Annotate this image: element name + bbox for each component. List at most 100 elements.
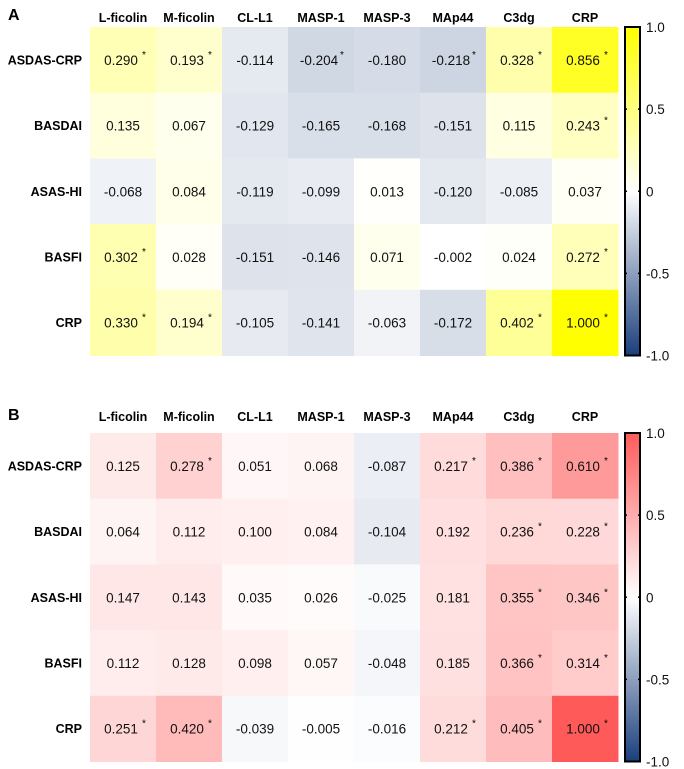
significance-asterisk: * bbox=[208, 50, 212, 61]
heatmap-cell bbox=[552, 564, 619, 631]
heatmap-cell bbox=[288, 630, 355, 697]
heatmap-cell bbox=[354, 92, 421, 159]
significance-asterisk: * bbox=[208, 456, 212, 467]
cell-value: 0.125 bbox=[106, 459, 140, 474]
heatmap-cell bbox=[486, 224, 553, 291]
cell-value: 0.856 bbox=[566, 53, 600, 68]
significance-asterisk: * bbox=[604, 653, 608, 664]
row-label: CRP bbox=[56, 722, 82, 736]
cell-value: 0.278 bbox=[170, 459, 204, 474]
cell-value: 0.355 bbox=[500, 590, 534, 605]
cell-value: -0.048 bbox=[368, 656, 406, 671]
cell-value: 0.302 bbox=[104, 250, 138, 265]
heatmap-cell bbox=[354, 224, 421, 291]
heatmap-cell bbox=[222, 498, 289, 565]
colorbar-tick-label: 0.5 bbox=[646, 508, 665, 523]
heatmap-cell bbox=[486, 498, 553, 565]
heatmap-panel-b: B L-ficolin M-ficolin CL-L1 MASP-1 MASP-3 MAp4… bbox=[8, 407, 670, 769]
cell-value: 0.290 bbox=[104, 53, 138, 68]
heatmap-cell bbox=[354, 695, 421, 762]
cell-value: 0.420 bbox=[170, 722, 204, 737]
row-label: BASDAI bbox=[34, 525, 82, 539]
cell-value: -0.104 bbox=[368, 525, 407, 540]
significance-asterisk: * bbox=[604, 116, 608, 127]
colorbar-tick-label: -1.0 bbox=[646, 755, 669, 769]
significance-asterisk: * bbox=[604, 456, 608, 467]
cell-value: 0.057 bbox=[304, 656, 338, 671]
cell-value: 0.135 bbox=[106, 119, 140, 134]
significance-asterisk: * bbox=[472, 456, 476, 467]
column-label: M-ficolin bbox=[163, 11, 214, 25]
heatmap-cell bbox=[420, 630, 487, 697]
heatmap-cell bbox=[486, 695, 553, 762]
heatmap-cell bbox=[552, 224, 619, 291]
row-label: BASFI bbox=[45, 250, 83, 264]
cell-value: -0.165 bbox=[302, 119, 340, 134]
heatmap-cell bbox=[354, 158, 421, 225]
column-label: C3dg bbox=[503, 11, 534, 25]
cell-value: -0.005 bbox=[302, 722, 340, 737]
column-label: MASP-3 bbox=[363, 410, 410, 424]
cell-value: 0.051 bbox=[238, 459, 272, 474]
heatmap-cell bbox=[552, 695, 619, 762]
cell-value: 0.064 bbox=[106, 525, 140, 540]
heatmap-cell bbox=[288, 92, 355, 159]
cell-value: 0.185 bbox=[436, 656, 470, 671]
cell-value: 0.193 bbox=[170, 53, 204, 68]
column-label: MAp44 bbox=[433, 11, 474, 25]
heatmap-panel-a: A L-ficolin M-ficolin CL-L1 MASP-1 MASP-3 MAp4… bbox=[8, 7, 670, 364]
row-label: ASAS-HI bbox=[31, 185, 82, 199]
heatmap-cell bbox=[90, 498, 157, 565]
heatmap-cell bbox=[552, 158, 619, 225]
column-label: C3dg bbox=[503, 410, 534, 424]
cell-value: 0.112 bbox=[173, 525, 206, 540]
cell-value: -0.068 bbox=[104, 184, 142, 199]
significance-asterisk: * bbox=[208, 313, 212, 324]
cell-value: 0.243 bbox=[566, 119, 600, 134]
cell-value: 0.181 bbox=[436, 590, 470, 605]
cell-value: -0.025 bbox=[368, 590, 406, 605]
heatmap-cell bbox=[420, 27, 487, 94]
heatmap-cell bbox=[420, 158, 487, 225]
cell-value: -0.172 bbox=[434, 316, 472, 331]
row-label: ASAS-HI bbox=[31, 591, 82, 605]
cell-value: 0.098 bbox=[238, 656, 272, 671]
cell-value: -0.146 bbox=[302, 250, 340, 265]
heatmap-cell bbox=[222, 630, 289, 697]
cell-value: 1.000 bbox=[566, 722, 600, 737]
cell-value: 0.084 bbox=[304, 525, 338, 540]
column-label: MASP-3 bbox=[363, 11, 410, 25]
heatmap-cell bbox=[420, 433, 487, 500]
significance-asterisk: * bbox=[472, 50, 476, 61]
heatmap-cell bbox=[420, 498, 487, 565]
significance-asterisk: * bbox=[142, 247, 146, 258]
cell-value: 0.115 bbox=[503, 119, 536, 134]
cell-value: 0.405 bbox=[500, 722, 534, 737]
significance-asterisk: * bbox=[604, 50, 608, 61]
cell-value: 0.024 bbox=[502, 250, 536, 265]
heatmap-cell bbox=[222, 158, 289, 225]
heatmap-cell bbox=[288, 564, 355, 631]
heatmap-cell bbox=[156, 158, 223, 225]
significance-asterisk: * bbox=[538, 456, 542, 467]
significance-asterisk: * bbox=[604, 587, 608, 598]
heatmap-cell bbox=[156, 498, 223, 565]
colorbar bbox=[624, 26, 641, 357]
cell-value: -0.002 bbox=[434, 250, 472, 265]
significance-asterisk: * bbox=[142, 719, 146, 730]
significance-asterisk: * bbox=[538, 719, 542, 730]
column-label: CRP bbox=[572, 410, 598, 424]
column-label: CRP bbox=[572, 11, 598, 25]
heatmap-cell bbox=[486, 92, 553, 159]
cell-value: 0.314 bbox=[566, 656, 600, 671]
cell-value: 0.035 bbox=[238, 590, 272, 605]
heatmap-cell bbox=[552, 92, 619, 159]
heatmap-cell bbox=[222, 564, 289, 631]
heatmap-cell bbox=[552, 289, 619, 356]
heatmap-cell bbox=[222, 289, 289, 356]
significance-asterisk: * bbox=[538, 587, 542, 598]
cell-value: 0.330 bbox=[104, 316, 138, 331]
heatmap-cell bbox=[90, 224, 157, 291]
significance-asterisk: * bbox=[604, 522, 608, 533]
cell-value: 0.084 bbox=[172, 184, 206, 199]
